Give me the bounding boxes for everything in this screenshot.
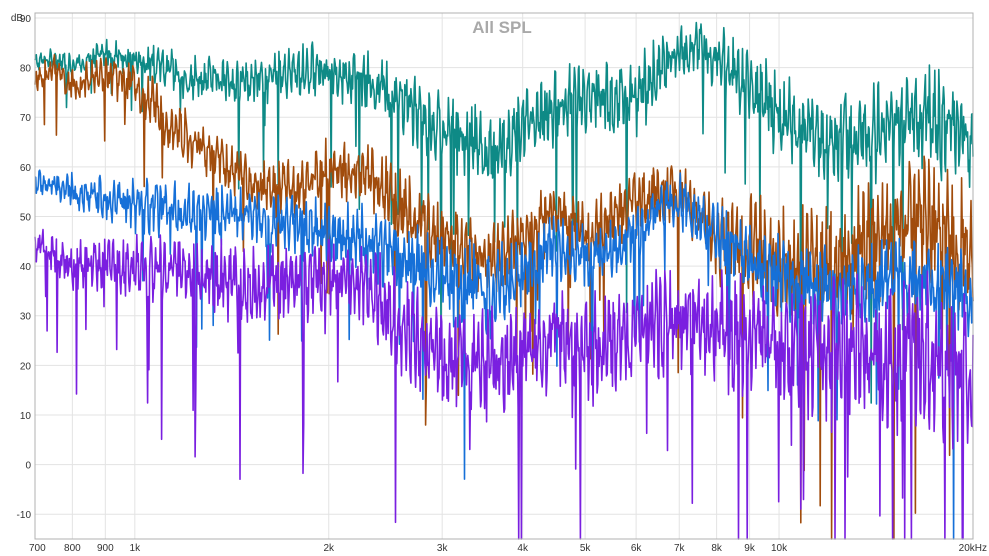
x-tick-label: 900 — [97, 543, 114, 554]
x-tick-label: 7k — [674, 543, 686, 554]
y-tick-label: -10 — [17, 510, 32, 521]
y-unit-label: dB — [11, 13, 24, 24]
plot-border — [34, 12, 974, 540]
y-tick-label: 20 — [20, 361, 32, 372]
x-tick-label: 10k — [771, 543, 788, 554]
y-tick-label: 10 — [20, 411, 32, 422]
x-tick-label: 4k — [517, 543, 529, 554]
y-tick-label: 90 — [20, 14, 32, 25]
chart-title: All SPL — [472, 18, 532, 37]
spl-series-line-3 — [34, 169, 974, 540]
spl-series-line-1 — [34, 21, 974, 404]
y-tick-label: 80 — [20, 64, 32, 75]
spl-series-line-2 — [34, 54, 974, 540]
x-tick-label: 20kHz — [959, 543, 987, 554]
x-tick-label: 5k — [580, 543, 592, 554]
series-layer — [34, 21, 974, 540]
y-tick-label: 0 — [25, 461, 31, 472]
x-tick-label: 700 — [29, 543, 46, 554]
y-tick-label: 30 — [20, 312, 32, 323]
y-tick-label: 60 — [20, 163, 32, 174]
y-tick-label: 70 — [20, 113, 32, 124]
x-tick-label: 3k — [437, 543, 449, 554]
x-tick-label: 1k — [130, 543, 142, 554]
x-tick-label: 8k — [711, 543, 723, 554]
x-tick-label: 6k — [631, 543, 643, 554]
y-tick-label: 40 — [20, 262, 32, 273]
x-tick-label: 800 — [64, 543, 81, 554]
label-layer: 90 80 70 60 50 40 30 20 10 0 -10 700 800 900 1k 2k 3k 4k 5… — [17, 14, 987, 554]
y-tick-label: 50 — [20, 212, 32, 223]
x-tick-label: 9k — [744, 543, 756, 554]
x-tick-label: 2k — [323, 543, 335, 554]
spl-series-line-4 — [34, 228, 974, 540]
